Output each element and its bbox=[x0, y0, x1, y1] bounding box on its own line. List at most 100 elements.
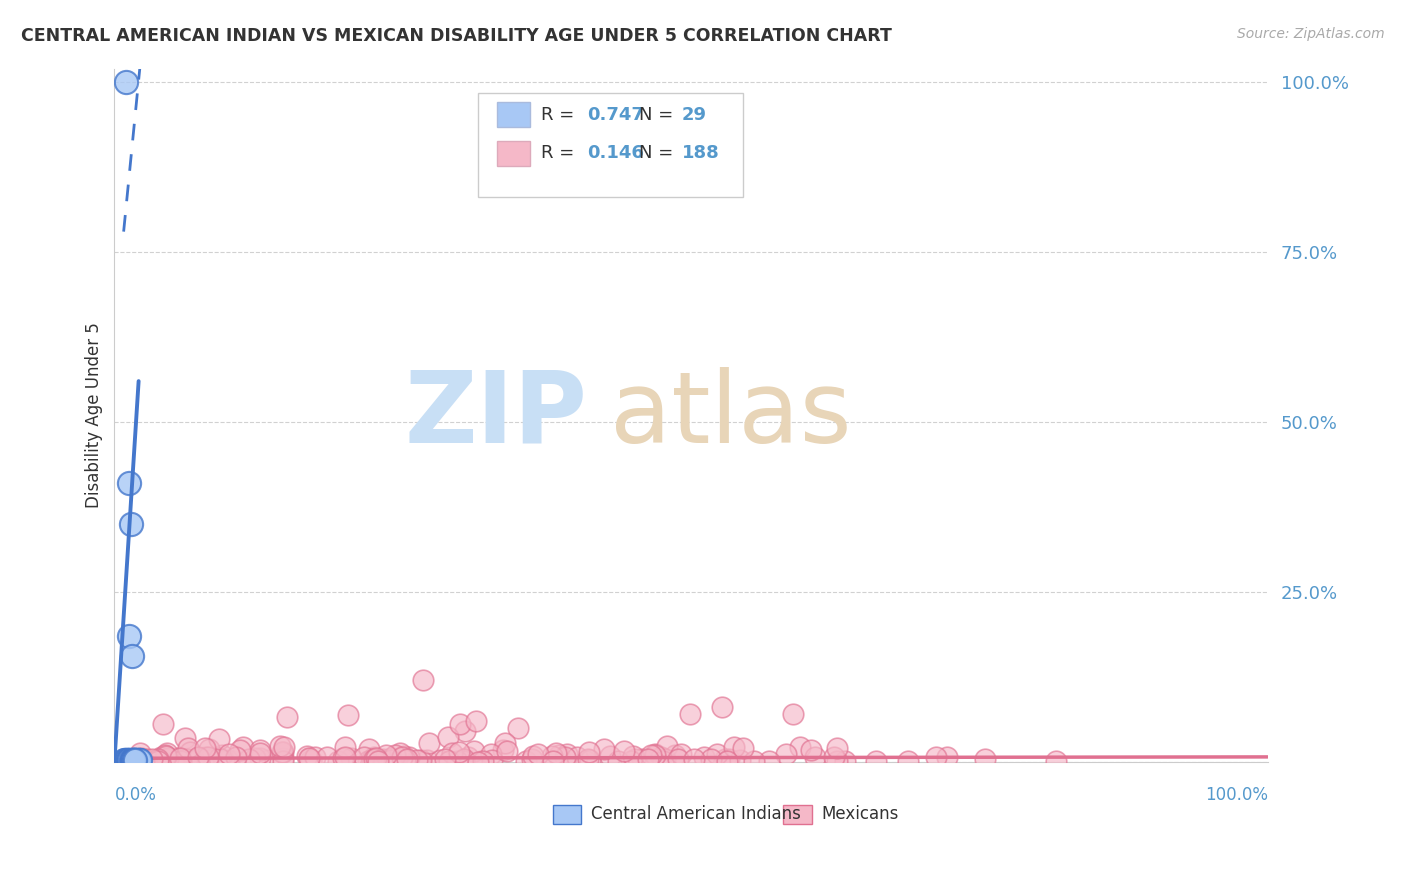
Point bbox=[121, 753, 143, 767]
Point bbox=[333, 739, 356, 754]
Point bbox=[120, 516, 142, 531]
Point bbox=[693, 750, 716, 764]
Point bbox=[114, 753, 136, 767]
Point bbox=[479, 747, 502, 761]
Point bbox=[453, 755, 475, 769]
Point bbox=[131, 754, 153, 768]
Point bbox=[541, 749, 564, 764]
Point bbox=[471, 754, 494, 768]
Point bbox=[214, 754, 236, 768]
Point bbox=[758, 754, 780, 768]
Point bbox=[578, 745, 600, 759]
Text: N =: N = bbox=[640, 145, 679, 162]
Point bbox=[257, 753, 280, 767]
Point bbox=[118, 753, 141, 767]
Point bbox=[125, 753, 148, 767]
Text: CENTRAL AMERICAN INDIAN VS MEXICAN DISABILITY AGE UNDER 5 CORRELATION CHART: CENTRAL AMERICAN INDIAN VS MEXICAN DISAB… bbox=[21, 27, 891, 45]
Point bbox=[156, 753, 179, 767]
Point bbox=[374, 747, 396, 762]
Point bbox=[467, 755, 489, 769]
Point bbox=[115, 753, 138, 767]
Point bbox=[141, 752, 163, 766]
Point bbox=[361, 752, 384, 766]
Point bbox=[522, 749, 544, 764]
Point bbox=[437, 754, 460, 768]
Point bbox=[380, 753, 402, 767]
Point bbox=[447, 745, 470, 759]
Point bbox=[122, 753, 145, 767]
Point bbox=[731, 740, 754, 755]
Point bbox=[152, 717, 174, 731]
Point bbox=[271, 746, 294, 760]
Point bbox=[465, 714, 488, 728]
Point bbox=[544, 746, 567, 760]
Point bbox=[128, 753, 150, 767]
Point bbox=[416, 753, 439, 767]
Point bbox=[128, 753, 150, 767]
Point bbox=[392, 748, 415, 763]
Point bbox=[197, 750, 219, 764]
Point bbox=[728, 753, 751, 767]
Point bbox=[520, 752, 543, 766]
Point bbox=[249, 743, 271, 757]
Point bbox=[506, 721, 529, 735]
Point bbox=[146, 754, 169, 768]
Point bbox=[121, 753, 143, 767]
Point bbox=[406, 753, 429, 767]
Point bbox=[124, 753, 146, 767]
Point bbox=[155, 749, 177, 764]
Point bbox=[925, 750, 948, 764]
Point bbox=[273, 754, 295, 768]
Point bbox=[394, 753, 416, 767]
Point bbox=[128, 753, 150, 767]
Point bbox=[156, 751, 179, 765]
Point bbox=[380, 751, 402, 765]
Point bbox=[454, 724, 477, 739]
Point bbox=[232, 739, 254, 754]
Point bbox=[481, 753, 503, 767]
Point bbox=[775, 747, 797, 762]
Text: R =: R = bbox=[541, 106, 581, 124]
Point bbox=[623, 752, 645, 766]
Point bbox=[121, 753, 143, 767]
Point bbox=[664, 748, 686, 763]
Point bbox=[146, 754, 169, 768]
Point bbox=[167, 752, 190, 766]
Point bbox=[637, 752, 659, 766]
Y-axis label: Disability Age Under 5: Disability Age Under 5 bbox=[86, 322, 103, 508]
Point bbox=[121, 649, 143, 664]
Point bbox=[136, 752, 159, 766]
Point bbox=[197, 753, 219, 767]
Point bbox=[337, 708, 360, 723]
Point bbox=[449, 717, 471, 731]
Point bbox=[115, 75, 138, 89]
Point bbox=[177, 740, 200, 755]
Point bbox=[683, 752, 706, 766]
Point bbox=[276, 710, 298, 724]
Point bbox=[606, 754, 628, 768]
Point bbox=[269, 739, 291, 753]
Point bbox=[295, 749, 318, 764]
Point bbox=[127, 753, 149, 767]
Point bbox=[669, 747, 692, 762]
Point bbox=[298, 751, 321, 765]
Point bbox=[666, 752, 689, 766]
Point bbox=[124, 753, 146, 767]
Point bbox=[825, 740, 848, 755]
Point bbox=[118, 753, 141, 767]
Point bbox=[238, 752, 260, 766]
Point bbox=[176, 754, 198, 768]
Point bbox=[117, 753, 139, 767]
Text: 29: 29 bbox=[682, 106, 707, 124]
Point bbox=[494, 736, 516, 750]
Point bbox=[299, 754, 322, 768]
Point bbox=[271, 751, 294, 765]
Point bbox=[273, 739, 295, 754]
Point bbox=[333, 749, 356, 764]
Point bbox=[398, 750, 420, 764]
Point bbox=[412, 673, 434, 687]
Point bbox=[124, 753, 146, 767]
Point bbox=[716, 754, 738, 768]
Point bbox=[654, 752, 676, 766]
Point bbox=[218, 747, 240, 762]
